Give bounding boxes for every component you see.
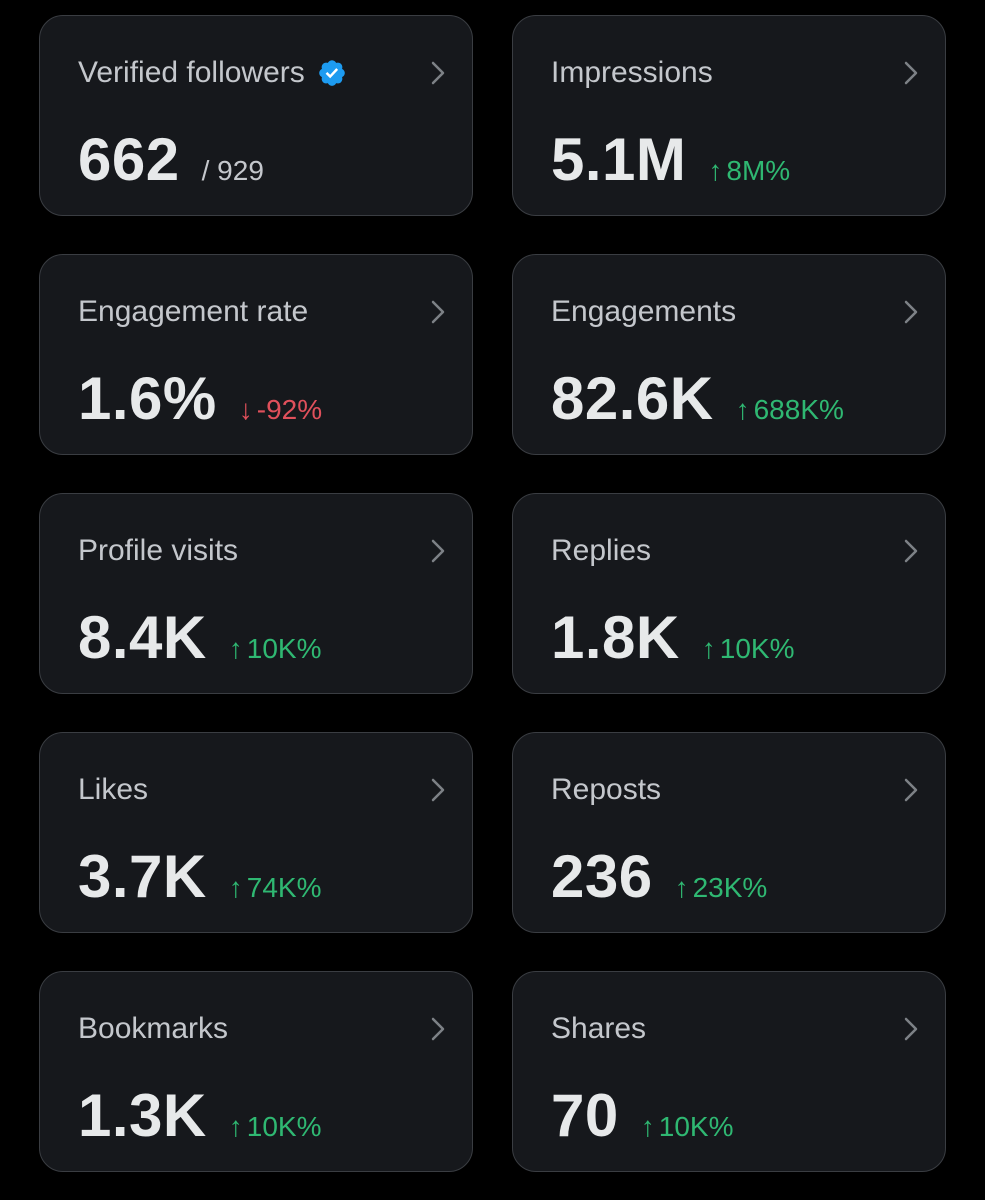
arrow-up-icon: ↑ xyxy=(228,633,243,664)
card-title: Impressions xyxy=(551,56,713,89)
metric-value: 1.8K xyxy=(551,604,680,671)
change-indicator: ↓ -92% xyxy=(239,394,322,426)
card-title-row: Bookmarks xyxy=(78,1010,228,1048)
value-row: 1.3K ↑ 10K% xyxy=(78,1080,321,1152)
value-row: 5.1M ↑ 8M% xyxy=(551,124,790,196)
chevron-right-icon xyxy=(431,539,445,563)
metric-value: 8.4K xyxy=(78,604,207,671)
card-title: Reposts xyxy=(551,773,662,806)
metric-value: 5.1M xyxy=(551,126,687,193)
change-value: 74K% xyxy=(246,872,322,903)
value-row: 8.4K ↑ 10K% xyxy=(78,602,321,674)
change-indicator: ↑ 10K% xyxy=(229,1111,322,1143)
card-title: Shares xyxy=(551,1012,647,1045)
chevron-right-icon xyxy=(904,1017,918,1041)
reposts-card[interactable]: Reposts 236 ↑ 23K% xyxy=(512,732,946,933)
chevron-right-icon xyxy=(431,61,445,85)
value-row: 3.7K ↑ 74K% xyxy=(78,841,321,913)
chevron-right-icon xyxy=(904,778,918,802)
analytics-grid: Verified followers 662 / 929 Impressions… xyxy=(39,15,946,1172)
card-title: Replies xyxy=(551,534,652,567)
metric-value: 1.3K xyxy=(78,1082,207,1149)
verified-followers-card[interactable]: Verified followers 662 / 929 xyxy=(39,15,473,216)
change-value: 10K% xyxy=(246,633,322,664)
value-row: 662 / 929 xyxy=(78,124,264,196)
arrow-up-icon: ↑ xyxy=(708,155,723,186)
profile-visits-card[interactable]: Profile visits 8.4K ↑ 10K% xyxy=(39,493,473,694)
change-indicator: ↑ 10K% xyxy=(229,633,322,665)
card-title-row: Reposts xyxy=(551,771,661,809)
change-indicator: ↑ 74K% xyxy=(229,872,322,904)
card-title-row: Engagement rate xyxy=(78,293,308,331)
chevron-right-icon xyxy=(431,778,445,802)
arrow-up-icon: ↑ xyxy=(228,872,243,903)
card-title: Bookmarks xyxy=(78,1012,229,1045)
value-row: 1.6% ↓ -92% xyxy=(78,363,322,435)
value-row: 70 ↑ 10K% xyxy=(551,1080,733,1152)
metric-value: 662 xyxy=(78,126,180,193)
change-value: 8M% xyxy=(726,155,791,186)
metric-value: 70 xyxy=(551,1082,619,1149)
metric-value: 1.6% xyxy=(78,365,217,432)
metric-total: / 929 xyxy=(201,155,264,186)
change-value: 10K% xyxy=(719,633,795,664)
metric-value: 82.6K xyxy=(551,365,714,432)
verified-badge-icon xyxy=(318,60,345,86)
shares-card[interactable]: Shares 70 ↑ 10K% xyxy=(512,971,946,1172)
arrow-down-icon: ↓ xyxy=(238,394,253,425)
change-indicator: ↑ 10K% xyxy=(702,633,795,665)
card-title: Verified followers xyxy=(78,56,305,89)
card-title-row: Shares xyxy=(551,1010,646,1048)
chevron-right-icon xyxy=(904,300,918,324)
change-indicator: ↑ 688K% xyxy=(736,394,844,426)
arrow-up-icon: ↑ xyxy=(640,1111,655,1142)
card-title-row: Verified followers xyxy=(78,54,347,92)
replies-card[interactable]: Replies 1.8K ↑ 10K% xyxy=(512,493,946,694)
change-value: 688K% xyxy=(753,394,844,425)
metric-value: 3.7K xyxy=(78,843,207,910)
card-title-row: Replies xyxy=(551,532,651,570)
card-title-row: Likes xyxy=(78,771,148,809)
card-title: Likes xyxy=(78,773,149,806)
change-value: -92% xyxy=(256,394,323,425)
engagement-rate-card[interactable]: Engagement rate 1.6% ↓ -92% xyxy=(39,254,473,455)
value-row: 82.6K ↑ 688K% xyxy=(551,363,844,435)
chevron-right-icon xyxy=(904,61,918,85)
metric-value: 236 xyxy=(551,843,653,910)
card-title: Engagements xyxy=(551,295,737,328)
likes-card[interactable]: Likes 3.7K ↑ 74K% xyxy=(39,732,473,933)
chevron-right-icon xyxy=(904,539,918,563)
card-title: Engagement rate xyxy=(78,295,309,328)
change-value: 23K% xyxy=(692,872,768,903)
arrow-up-icon: ↑ xyxy=(228,1111,243,1142)
card-title: Profile visits xyxy=(78,534,239,567)
chevron-right-icon xyxy=(431,1017,445,1041)
card-title-row: Engagements xyxy=(551,293,736,331)
value-row: 236 ↑ 23K% xyxy=(551,841,767,913)
change-indicator: ↑ 23K% xyxy=(675,872,768,904)
change-value: 10K% xyxy=(246,1111,322,1142)
card-title-row: Impressions xyxy=(551,54,713,92)
change-indicator: ↑ 8M% xyxy=(708,155,790,187)
impressions-card[interactable]: Impressions 5.1M ↑ 8M% xyxy=(512,15,946,216)
change-value: 10K% xyxy=(658,1111,734,1142)
bookmarks-card[interactable]: Bookmarks 1.3K ↑ 10K% xyxy=(39,971,473,1172)
value-row: 1.8K ↑ 10K% xyxy=(551,602,794,674)
arrow-up-icon: ↑ xyxy=(674,872,689,903)
engagements-card[interactable]: Engagements 82.6K ↑ 688K% xyxy=(512,254,946,455)
arrow-up-icon: ↑ xyxy=(701,633,716,664)
change-indicator: ↑ 10K% xyxy=(641,1111,734,1143)
chevron-right-icon xyxy=(431,300,445,324)
arrow-up-icon: ↑ xyxy=(735,394,750,425)
card-title-row: Profile visits xyxy=(78,532,238,570)
